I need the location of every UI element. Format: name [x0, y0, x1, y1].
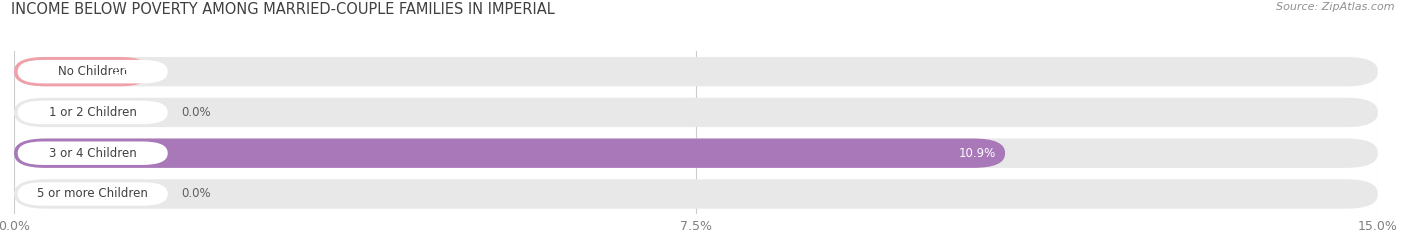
Text: Source: ZipAtlas.com: Source: ZipAtlas.com	[1277, 2, 1395, 12]
Text: 3 or 4 Children: 3 or 4 Children	[49, 147, 136, 160]
Text: 0.0%: 0.0%	[181, 106, 211, 119]
FancyBboxPatch shape	[18, 60, 167, 83]
FancyBboxPatch shape	[14, 57, 150, 86]
FancyBboxPatch shape	[18, 141, 167, 165]
FancyBboxPatch shape	[18, 182, 167, 206]
Text: 5 or more Children: 5 or more Children	[38, 188, 148, 200]
FancyBboxPatch shape	[14, 57, 1378, 86]
Text: 1 or 2 Children: 1 or 2 Children	[49, 106, 136, 119]
Text: INCOME BELOW POVERTY AMONG MARRIED-COUPLE FAMILIES IN IMPERIAL: INCOME BELOW POVERTY AMONG MARRIED-COUPL…	[11, 2, 555, 17]
FancyBboxPatch shape	[14, 138, 1378, 168]
Text: 1.5%: 1.5%	[111, 65, 142, 78]
Text: 0.0%: 0.0%	[181, 188, 211, 200]
Text: 10.9%: 10.9%	[959, 147, 995, 160]
FancyBboxPatch shape	[14, 98, 1378, 127]
FancyBboxPatch shape	[14, 179, 1378, 209]
Text: No Children: No Children	[58, 65, 128, 78]
FancyBboxPatch shape	[14, 138, 1005, 168]
FancyBboxPatch shape	[18, 101, 167, 124]
